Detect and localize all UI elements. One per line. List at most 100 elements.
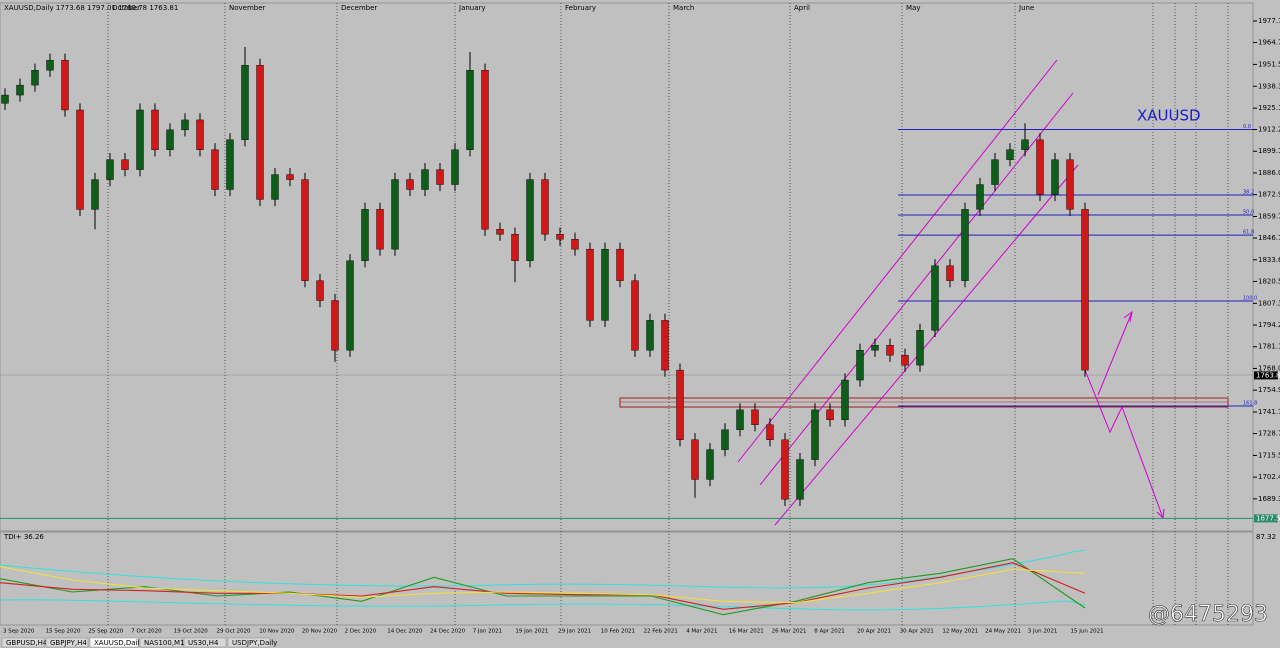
candle-body (76, 109, 84, 210)
price-label: 1912.20 (1258, 126, 1280, 134)
tab[interactable] (139, 637, 183, 648)
month-label: October (112, 4, 140, 12)
candle-body (706, 449, 714, 480)
candle-body (601, 248, 609, 321)
month-label: May (906, 4, 920, 12)
tab-label[interactable]: GBPJPY,H4 (50, 639, 87, 647)
month-label: January (458, 4, 486, 12)
date-label: 22 Feb 2021 (644, 629, 678, 635)
tab[interactable] (227, 637, 271, 648)
date-label: 20 Apr 2021 (857, 629, 891, 635)
candle-body (1021, 139, 1029, 150)
candle-body (1036, 139, 1044, 195)
price-label: 1872.90 (1258, 191, 1280, 199)
date-label: 20 Nov 2020 (302, 629, 338, 635)
support-box (1254, 514, 1278, 523)
candle-body (256, 65, 264, 200)
candle-body (361, 209, 369, 261)
candle-body (886, 345, 894, 356)
candle-body (31, 70, 39, 86)
tab-label[interactable]: US30,H4 (188, 639, 219, 647)
candle-body (571, 239, 579, 250)
date-label: 7 Oct 2020 (131, 629, 162, 635)
candle-body (301, 179, 309, 281)
candle-body (151, 109, 159, 150)
tab-label[interactable]: XAUUSD,Daily (94, 639, 144, 647)
candle-body (676, 369, 684, 440)
date-label: 29 Jan 2021 (558, 629, 591, 635)
price-label: 1689.30 (1258, 495, 1280, 503)
price-label: 1715.50 (1258, 451, 1280, 459)
tab[interactable] (1, 637, 45, 648)
current-box (1254, 371, 1278, 380)
date-label: 15 Jun 2021 (1071, 629, 1104, 635)
candle-body (166, 129, 174, 150)
price-label: 1977.70 (1258, 17, 1280, 25)
candle-body (496, 229, 504, 235)
indicator-line (0, 566, 1086, 604)
date-label: 8 Apr 2021 (814, 629, 845, 635)
candle-body (46, 60, 54, 71)
date-label: 10 Feb 2021 (601, 629, 635, 635)
fib-label: 50.0 (1243, 210, 1254, 216)
candle-body (811, 409, 819, 460)
candle-body (331, 300, 339, 351)
price-label: 1768.00 (1258, 364, 1280, 372)
price-label: 1820.50 (1258, 277, 1280, 285)
candle-body (181, 119, 189, 131)
date-label: 19 Jan 2021 (515, 629, 548, 635)
candle-body (751, 409, 759, 425)
tab-label[interactable]: NAS100,M15 (144, 639, 189, 647)
tab-label[interactable]: GBPUSD,H4 (6, 639, 48, 647)
date-label: 29 Oct 2020 (217, 629, 252, 635)
candle-body (376, 209, 384, 250)
tab[interactable] (183, 637, 227, 648)
candle-body (121, 159, 129, 170)
candle-body (736, 409, 744, 430)
candle-body (961, 209, 969, 281)
price-label: 1846.70 (1258, 234, 1280, 242)
candle-body (16, 84, 24, 96)
date-label: 10 Nov 2020 (259, 629, 295, 635)
price-label: 1951.50 (1258, 60, 1280, 68)
price-pane (0, 2, 1254, 532)
fib-label: 38.2 (1243, 189, 1254, 195)
candle-body (781, 439, 789, 500)
candle-body (421, 169, 429, 190)
month-label: February (565, 4, 596, 12)
month-label: November (229, 4, 266, 12)
date-label: 15 Sep 2020 (46, 629, 81, 635)
price-label: 1938.30 (1258, 82, 1280, 90)
candle-body (106, 159, 114, 180)
date-label: 2 Dec 2020 (345, 629, 377, 635)
candle-body (316, 280, 324, 301)
candle-body (856, 350, 864, 381)
candle-body (541, 179, 549, 235)
candle-body (511, 234, 519, 261)
candle-body (616, 248, 624, 281)
candle-body (406, 179, 414, 190)
price-label: 1886.00 (1258, 169, 1280, 177)
tab-label[interactable]: USDJPY,Daily (232, 639, 277, 647)
tab[interactable] (45, 637, 89, 648)
price-label: 1807.30 (1258, 299, 1280, 307)
candle-body (196, 119, 204, 150)
date-label: 12 May 2021 (942, 629, 978, 635)
candle-body (451, 149, 459, 185)
candle-body (976, 184, 984, 210)
candle-body (556, 234, 564, 240)
candle-body (1066, 159, 1074, 210)
candle-body (871, 345, 879, 351)
indicator-level: 87.32 (1256, 533, 1276, 541)
candle-body (1006, 149, 1014, 160)
symbol-label: XAUUSD (1137, 107, 1201, 125)
candle-body (391, 179, 399, 250)
fib-label: 161.8 (1243, 401, 1257, 407)
candle-body (646, 320, 654, 351)
candle-body (991, 159, 999, 185)
candle-body (346, 260, 354, 351)
tab[interactable] (89, 637, 139, 648)
candle-body (586, 248, 594, 321)
fib-label: 0.0 (1243, 124, 1251, 130)
